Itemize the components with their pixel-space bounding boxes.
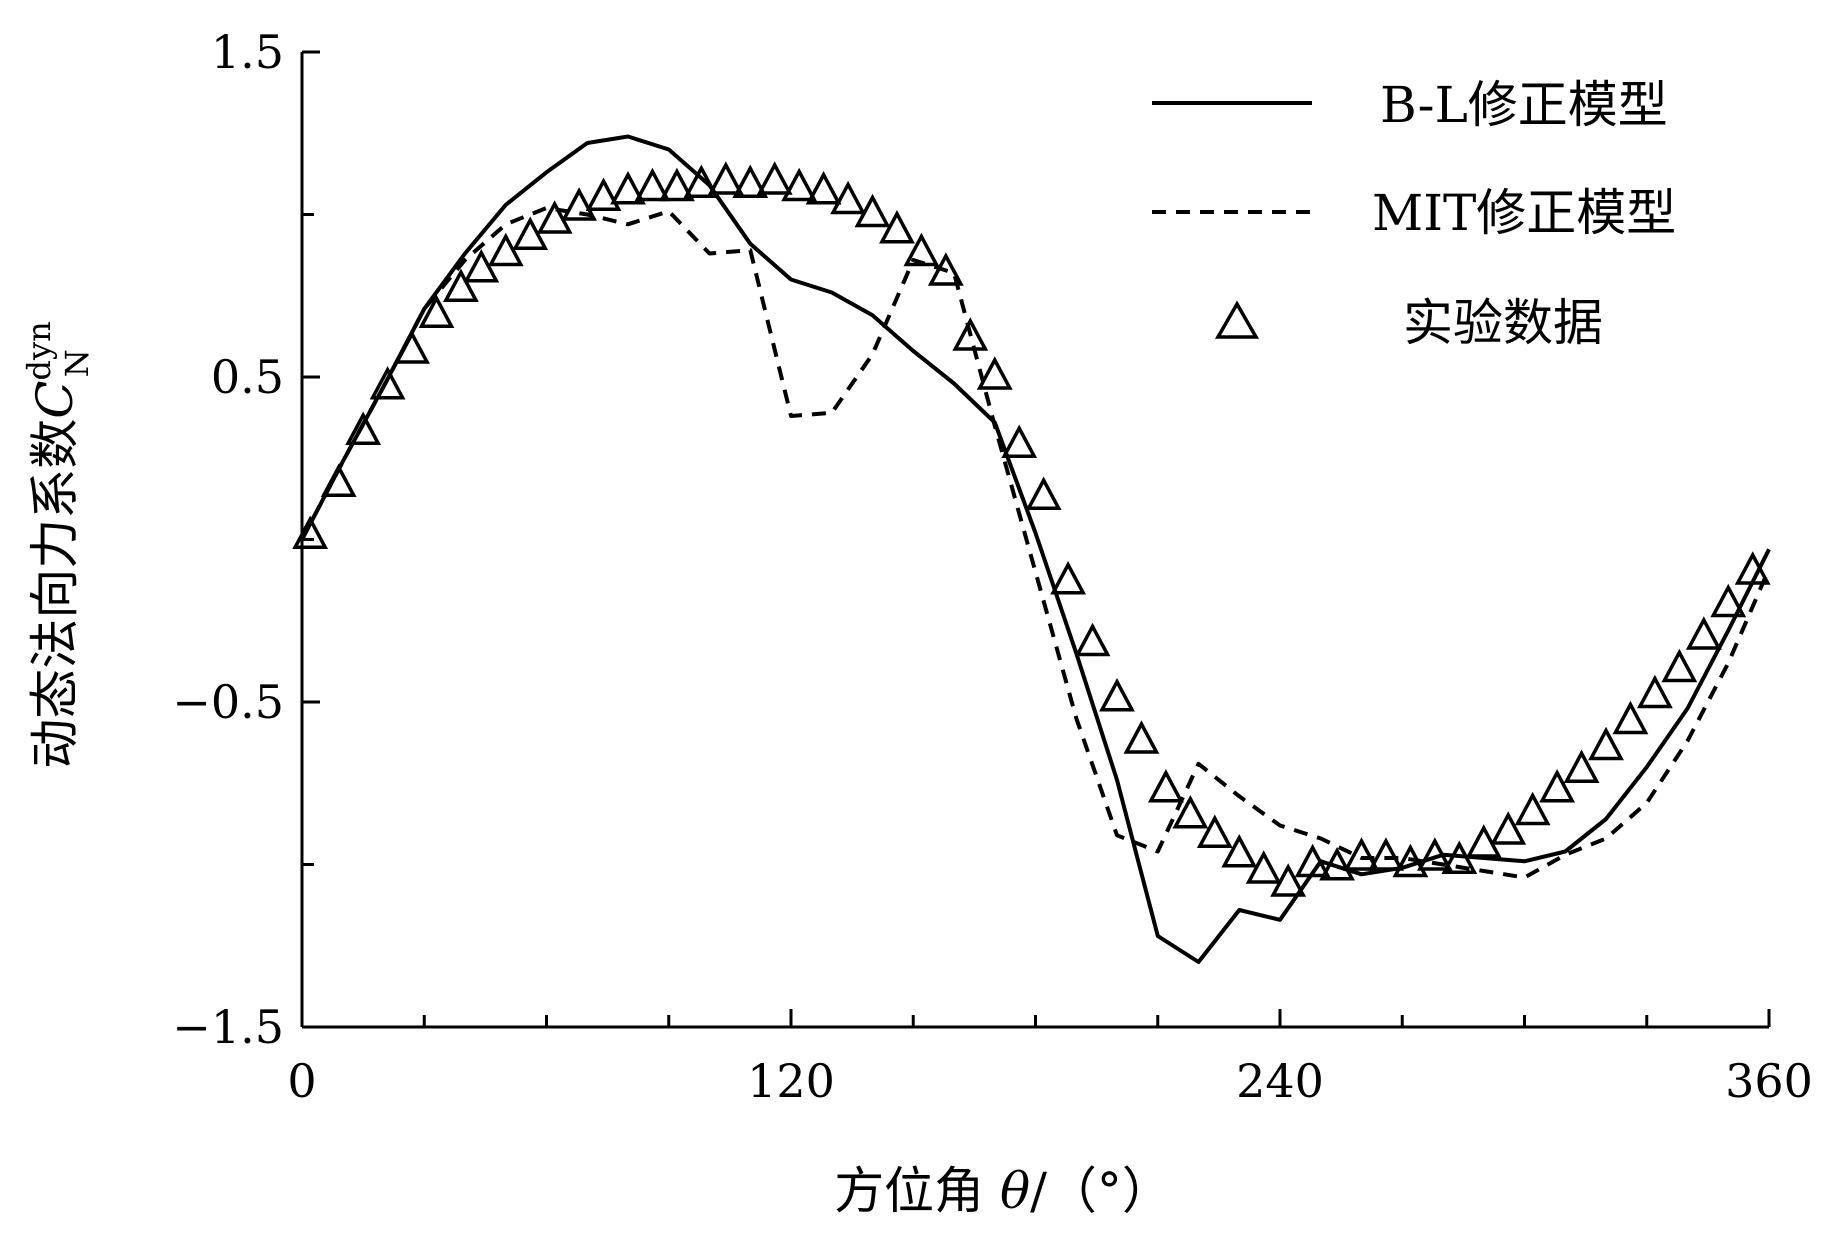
data-point-marker — [1514, 791, 1551, 826]
data-point-marker — [1025, 476, 1062, 510]
data-point-marker — [1539, 769, 1576, 803]
data-point-marker — [1245, 850, 1282, 884]
data-point-marker — [1270, 863, 1307, 897]
svg-text:动态法向力系数CdynN: 动态法向力系数CdynN — [20, 321, 96, 768]
y-tick-label: −1.5 — [172, 1000, 284, 1054]
data-point-marker — [1710, 583, 1747, 618]
data-point-marker — [683, 164, 720, 198]
data-point-marker — [320, 463, 357, 497]
data-point-marker — [1368, 837, 1404, 871]
data-point-marker — [1221, 834, 1258, 868]
data-point-marker — [976, 356, 1013, 390]
data-point-marker — [463, 249, 500, 283]
data-point-marker — [1734, 551, 1771, 585]
data-point-marker — [805, 171, 842, 205]
x-axis-title: 方位角 θ/（°） — [834, 1162, 1172, 1220]
data-point-marker — [756, 161, 793, 195]
y-tick-label: −0.5 — [172, 675, 284, 729]
data-point-marker — [1465, 824, 1502, 858]
data-point-marker — [1685, 616, 1722, 650]
data-point-marker — [1147, 769, 1184, 803]
data-point-marker — [585, 177, 622, 211]
y-tick-label: 1.5 — [211, 25, 284, 79]
legend: B-L修正模型 MIT修正模型 实验数据 — [1152, 76, 1676, 352]
legend-label-mit: MIT修正模型 — [1372, 184, 1676, 242]
data-point-marker — [1612, 700, 1649, 735]
data-point-marker — [1490, 811, 1527, 845]
series-layer — [292, 134, 1771, 964]
data-point-marker — [1416, 837, 1453, 871]
data-point-marker — [1319, 847, 1355, 881]
data-point-marker — [561, 187, 598, 221]
y-tick-label: 0.5 — [211, 350, 284, 404]
x-tick-label: 240 — [1236, 1054, 1324, 1108]
x-tick-label: 0 — [287, 1054, 316, 1108]
data-point-marker — [1050, 561, 1087, 595]
data-point-marker — [369, 366, 406, 400]
data-point-marker — [487, 232, 524, 267]
data-point-marker — [443, 268, 479, 302]
x-ticks: 0 120 240 360 — [287, 1009, 1813, 1108]
data-point-marker — [707, 161, 744, 195]
legend-triangle-marker — [1214, 300, 1260, 339]
data-point-marker — [781, 167, 818, 202]
data-point-marker — [1588, 726, 1624, 761]
data-point-marker — [512, 216, 549, 250]
x-tick-label: 120 — [747, 1054, 835, 1108]
data-point-marker — [830, 180, 866, 215]
data-point-marker — [418, 294, 455, 328]
data-point-marker — [1074, 622, 1111, 657]
data-point-marker — [732, 164, 769, 198]
data-point-marker — [634, 167, 671, 202]
data-point-marker — [292, 515, 329, 549]
data-point-marker — [1563, 749, 1600, 783]
series-line-bl — [300, 134, 1771, 964]
y-ticks: 1.5 0.5 −0.5 −1.5 — [172, 25, 320, 1054]
data-point-marker — [1392, 843, 1429, 878]
data-point-marker — [1343, 837, 1380, 871]
data-point-marker — [1099, 678, 1135, 712]
data-point-marker — [952, 317, 989, 351]
data-point-marker — [879, 210, 915, 244]
data-point-marker — [1294, 843, 1331, 878]
legend-label-bl: B-L修正模型 — [1380, 76, 1668, 134]
data-point-marker — [1196, 814, 1233, 848]
data-point-marker — [658, 167, 695, 202]
data-point-marker — [536, 200, 573, 234]
legend-label-exp: 实验数据 — [1403, 294, 1603, 352]
data-point-marker — [345, 411, 382, 445]
data-point-marker — [1001, 424, 1038, 458]
data-point-marker — [1636, 674, 1673, 709]
data-point-marker — [903, 232, 940, 267]
data-point-marker — [1661, 648, 1698, 683]
data-point-marker — [610, 171, 646, 205]
data-point-marker — [1172, 795, 1209, 829]
y-axis-title: 动态法向力系数CdynN — [20, 321, 96, 768]
data-point-marker — [394, 330, 430, 364]
data-point-marker — [854, 193, 891, 228]
x-tick-label: 360 — [1725, 1054, 1813, 1108]
data-point-marker — [1123, 720, 1160, 754]
data-point-marker — [1441, 840, 1478, 874]
data-point-marker — [927, 252, 964, 286]
